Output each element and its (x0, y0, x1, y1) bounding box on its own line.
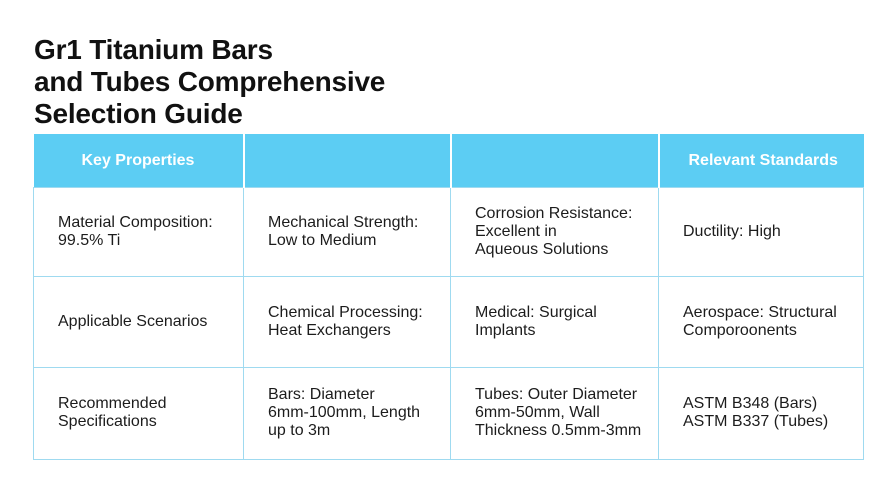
table-cell: Material Composition: 99.5% Ti (33, 186, 244, 278)
table-row: Recommended Specifications Bars: Diamete… (33, 366, 864, 461)
table-row: Material Composition: 99.5% Ti Mechanica… (33, 186, 864, 278)
table-cell: Bars: Diameter 6mm-100mm, Length up to 3… (243, 366, 451, 461)
table-cell: Applicable Scenarios (33, 276, 244, 368)
page-title: Gr1 Titanium Bars and Tubes Comprehensiv… (34, 34, 386, 129)
table-cell: ASTM B348 (Bars) ASTM B337 (Tubes) (658, 366, 864, 461)
selection-guide-table: Key Properties Relevant Standards Materi… (33, 134, 864, 461)
header-cell-3 (450, 134, 660, 188)
table-header-row: Key Properties Relevant Standards (33, 134, 864, 188)
header-cell-2 (243, 134, 452, 188)
table-cell: Recommended Specifications (33, 366, 244, 461)
table-row: Applicable Scenarios Chemical Processing… (33, 276, 864, 368)
table-cell: Aerospace: Structural Comporoonents (658, 276, 864, 368)
table-cell: Medical: Surgical Implants (450, 276, 659, 368)
header-cell-relevant-standards: Relevant Standards (658, 134, 864, 188)
table-cell: Chemical Processing: Heat Exchangers (243, 276, 451, 368)
header-cell-key-properties: Key Properties (33, 134, 245, 188)
table-cell: Corrosion Resistance: Excellent in Aqueo… (450, 186, 659, 278)
table-cell: Ductility: High (658, 186, 864, 278)
table-cell: Mechanical Strength: Low to Medium (243, 186, 451, 278)
table-cell: Tubes: Outer Diameter 6mm-50mm, Wall Thi… (450, 366, 659, 461)
